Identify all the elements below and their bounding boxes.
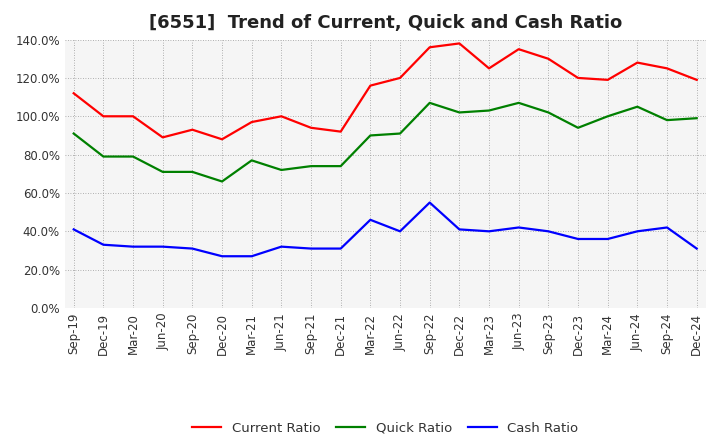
Cash Ratio [336,246,345,251]
Cash Ratio [693,246,701,251]
Current Ratio [574,75,582,81]
Cash Ratio [514,225,523,230]
Cash Ratio [662,225,671,230]
Cash Ratio [158,244,167,249]
Current Ratio [217,137,226,142]
Current Ratio [307,125,315,130]
Quick Ratio [396,131,405,136]
Line: Cash Ratio: Cash Ratio [73,202,697,256]
Current Ratio [544,56,553,62]
Current Ratio [426,44,434,50]
Quick Ratio [217,179,226,184]
Cash Ratio [366,217,374,223]
Cash Ratio [188,246,197,251]
Quick Ratio [455,110,464,115]
Quick Ratio [693,116,701,121]
Quick Ratio [307,164,315,169]
Current Ratio [366,83,374,88]
Current Ratio [336,129,345,134]
Cash Ratio [544,229,553,234]
Quick Ratio [485,108,493,113]
Quick Ratio [603,114,612,119]
Current Ratio [485,66,493,71]
Quick Ratio [514,100,523,106]
Quick Ratio [574,125,582,130]
Cash Ratio [248,253,256,259]
Title: [6551]  Trend of Current, Quick and Cash Ratio: [6551] Trend of Current, Quick and Cash … [148,15,622,33]
Cash Ratio [455,227,464,232]
Current Ratio [662,66,671,71]
Current Ratio [188,127,197,132]
Current Ratio [633,60,642,65]
Cash Ratio [396,229,405,234]
Cash Ratio [217,253,226,259]
Current Ratio [248,119,256,125]
Legend: Current Ratio, Quick Ratio, Cash Ratio: Current Ratio, Quick Ratio, Cash Ratio [186,417,584,440]
Current Ratio [693,77,701,82]
Quick Ratio [426,100,434,106]
Quick Ratio [248,158,256,163]
Cash Ratio [485,229,493,234]
Current Ratio [514,47,523,52]
Quick Ratio [158,169,167,175]
Current Ratio [129,114,138,119]
Cash Ratio [277,244,286,249]
Quick Ratio [129,154,138,159]
Line: Quick Ratio: Quick Ratio [73,103,697,181]
Current Ratio [277,114,286,119]
Quick Ratio [99,154,108,159]
Quick Ratio [188,169,197,175]
Cash Ratio [307,246,315,251]
Current Ratio [396,75,405,81]
Quick Ratio [336,164,345,169]
Current Ratio [99,114,108,119]
Quick Ratio [366,133,374,138]
Cash Ratio [574,236,582,242]
Cash Ratio [633,229,642,234]
Line: Current Ratio: Current Ratio [73,44,697,139]
Cash Ratio [426,200,434,205]
Quick Ratio [277,167,286,172]
Quick Ratio [662,117,671,123]
Current Ratio [455,41,464,46]
Current Ratio [158,135,167,140]
Cash Ratio [129,244,138,249]
Quick Ratio [633,104,642,109]
Cash Ratio [99,242,108,247]
Current Ratio [603,77,612,82]
Cash Ratio [69,227,78,232]
Current Ratio [69,91,78,96]
Quick Ratio [69,131,78,136]
Cash Ratio [603,236,612,242]
Quick Ratio [544,110,553,115]
